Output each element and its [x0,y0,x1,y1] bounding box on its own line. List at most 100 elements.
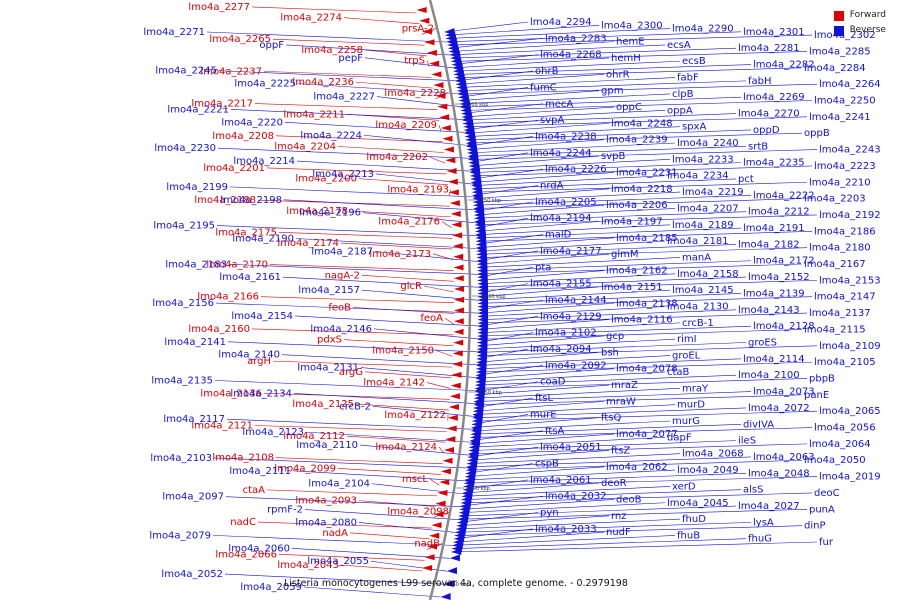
forward-leader-line [278,232,453,239]
reverse-leader-line [296,160,470,172]
forward-leader-line [346,435,446,443]
reverse-leader-line [477,253,610,265]
reverse-leader-line [225,496,461,507]
reverse-gene-label: hemE [616,37,645,48]
reverse-gene-label: lmo4a_2130 [667,302,729,313]
reverse-gene-label: lmo4a_2233 [672,154,734,165]
reverse-gene-label: lmo4a_2207 [677,203,739,214]
reverse-gene-label: lmo4a_2212 [748,207,810,218]
reverse-gene-label: crcB-2 [339,401,371,412]
reverse-gene-label: lmo4a_2137 [809,308,871,319]
forward-leader-line [364,371,452,379]
reverse-leader-line [471,172,615,183]
reverse-gene-label: rpmF-2 [267,505,303,516]
reverse-leader-line [477,306,666,317]
forward-leader-line [275,457,443,464]
reverse-gene-label: lmo4a_2190 [232,234,294,245]
reverse-leader-line [466,456,752,468]
reverse-gene-label: lmo4a_2241 [809,112,871,123]
forward-gene-label: feoB [328,302,351,313]
forward-leader-line [275,135,443,143]
reverse-gene-label: lmo4a_2050 [804,455,866,466]
reverse-leader-line [460,492,813,504]
reverse-leader-line [467,453,681,464]
reverse-leader-line [227,341,478,353]
reverse-gene-label: glmM [611,249,639,260]
reverse-leader-line [466,136,534,147]
reverse-leader-line [473,401,605,412]
forward-gene-label: argG [339,367,363,378]
reverse-leader-line [374,251,478,262]
reverse-gene-label: lmo4a_2182 [738,239,800,250]
reverse-leader-line [304,509,458,520]
reverse-leader-line [470,430,544,442]
reverse-leader-line [305,431,470,443]
reverse-gene-label: gpm [601,86,623,97]
gene-features [416,7,488,600]
reverse-gene-label: lmo4a_2227 [313,92,375,103]
reverse-gene-label: ftsL [535,393,553,404]
forward-gene-label: lmo4a_2174 [277,238,339,249]
reverse-gene-label: dapF [667,432,692,443]
reverse-leader-line [466,132,803,144]
reverse-gene-label: lmo4a_2134 [230,388,292,399]
reverse-leader-line [477,289,671,301]
reverse-gene-label: lmo4a_2235 [743,158,805,169]
reverse-gene-label: lmo4a_2156 [152,298,214,309]
reverse-leader-line [475,365,544,376]
reverse-leader-line [285,44,450,56]
forward-gene-label: lmo4a_2173 [369,249,431,260]
forward-gene-label: lmo4a_2188 [194,195,256,206]
forward-gene-feature [446,167,457,174]
forward-gene-label: lmo4a_2201 [203,163,265,174]
reverse-leader-line [293,393,474,404]
forward-gene-label: lmo4a_2160 [188,324,250,335]
reverse-leader-line [465,463,534,474]
reverse-leader-line [451,51,808,62]
reverse-leader-line [466,459,803,471]
reverse-leader-line [463,476,818,487]
forward-leader-line [254,425,447,432]
reverse-gene-label: lmo4a_2158 [677,269,739,280]
reverse-gene-label: srtB [748,141,768,152]
reverse-gene-label: lmo4a_2051 [540,442,602,453]
forward-gene-label: lmo4a_2098 [387,506,449,517]
reverse-leader-line [466,139,605,151]
reverse-leader-line [460,100,813,111]
reverse-gene-label: lmo4a_2283 [545,33,607,44]
reverse-gene-label: lmo4a_2220 [221,117,283,128]
forward-gene-feature [448,189,459,196]
reverse-leader-line [477,296,813,308]
reverse-gene-label: oppB [804,128,830,139]
reverse-gene-label: lysA [753,517,774,528]
reverse-leader-line [471,175,666,187]
reverse-gene-label: lmo4a_2100 [738,370,800,381]
reverse-leader-line [477,299,544,311]
reverse-leader-line [477,276,747,288]
forward-gene-label: lmo4a_2204 [274,142,336,153]
forward-gene-label: feoA [420,313,443,324]
forward-leader-line [251,328,454,336]
reverse-gene-label: lmo4a_2187 [311,246,373,257]
forward-gene-label: lmo4a_2277 [188,2,250,13]
reverse-gene-label: lmo4a_2284 [804,63,866,74]
forward-gene-label: lmo4a_2066 [215,549,277,560]
reverse-gene-label: rimI [677,334,697,345]
reverse-leader-line [475,221,600,232]
reverse-leader-line [295,238,477,249]
reverse-leader-line [456,77,676,88]
forward-gene-feature [449,393,460,400]
reverse-leader-line [468,440,737,451]
reverse-gene-label: lmo4a_2203 [804,194,866,205]
forward-gene-label: lmo4a_2178 [286,206,348,217]
reverse-gene-label: murG [672,416,700,427]
reverse-gene-label: lmo4a_2183 [165,259,227,270]
reverse-leader-line [477,257,681,268]
forward-leader-line [426,60,430,67]
reverse-gene-label: lmo4a_2268 [540,50,602,61]
forward-gene-feature [453,275,464,282]
reverse-gene-label: lmo4a_2116 [611,315,673,326]
reverse-leader-line [474,387,681,399]
reverse-leader-line [444,21,529,33]
